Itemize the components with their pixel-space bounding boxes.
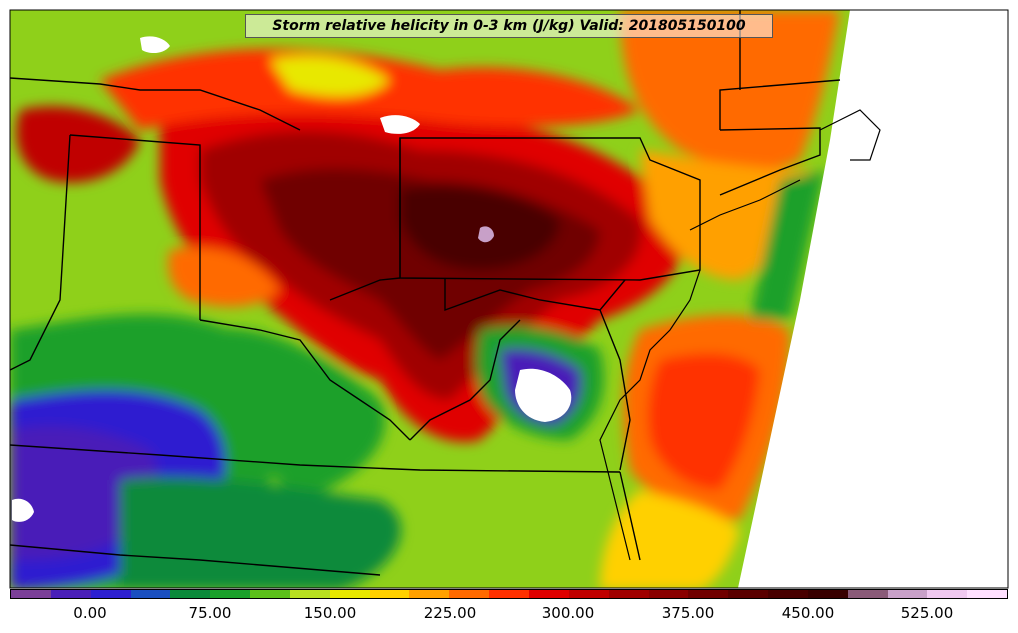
colorbar: [10, 589, 1008, 599]
colorbar-segment: [807, 590, 848, 598]
colorbar-segment: [648, 590, 689, 598]
coastline: [599, 109, 881, 561]
colorbar-tick-label: 300.00: [541, 604, 595, 622]
colorbar-segment: [768, 590, 808, 598]
colorbar-tick-label: 450.00: [781, 604, 835, 622]
colorbar-segment: [90, 590, 131, 598]
colorbar-segment: [409, 590, 450, 598]
colorbar-segment: [11, 590, 51, 598]
map-title: Storm relative helicity in 0-3 km (J/kg)…: [245, 14, 773, 38]
colorbar-segment: [489, 590, 529, 598]
colorbar-segment: [967, 590, 1008, 598]
colorbar-segment: [608, 590, 649, 598]
colorbar-tick-label: 75.00: [188, 604, 232, 622]
colorbar-segment: [568, 590, 609, 598]
colorbar-segment: [847, 590, 888, 598]
colorbar-segment: [210, 590, 251, 598]
colorbar-segment: [688, 590, 729, 598]
colorbar-tick-label: 225.00: [423, 604, 477, 622]
colorbar-segment: [170, 590, 211, 598]
no-data-region: [738, 10, 1008, 588]
colorbar-segment: [289, 590, 330, 598]
colorbar-segment: [329, 590, 370, 598]
colorbar-segment: [927, 590, 968, 598]
colorbar-tick-label: 525.00: [900, 604, 954, 622]
colorbar-segment: [887, 590, 928, 598]
colorbar-tick-label: 375.00: [661, 604, 715, 622]
colorbar-segment: [369, 590, 410, 598]
colorbar-segment: [728, 590, 769, 598]
colorbar-tick-label: 150.00: [303, 604, 357, 622]
colorbar-segment: [250, 590, 290, 598]
colorbar-segment: [50, 590, 91, 598]
colorbar-tick-label: 0.00: [73, 604, 107, 622]
colorbar-segment: [130, 590, 171, 598]
colorbar-segment: [449, 590, 490, 598]
colorbar-segment: [528, 590, 569, 598]
